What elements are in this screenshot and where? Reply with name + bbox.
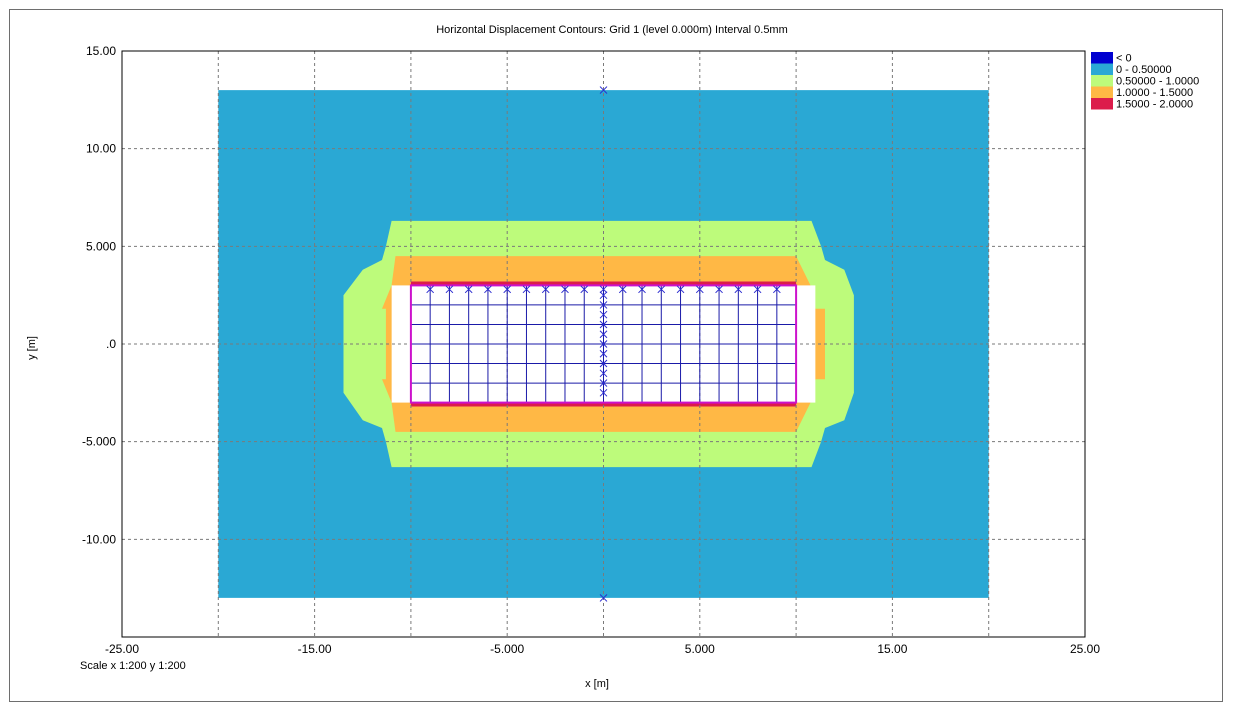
center-marker-5 bbox=[599, 340, 608, 348]
top-marker-17 bbox=[753, 285, 762, 294]
axes-box bbox=[121, 50, 1086, 638]
y-tick-label-2: 5.000 bbox=[86, 239, 116, 253]
x-tick-label-3: 5.000 bbox=[685, 642, 715, 656]
top-marker-1 bbox=[445, 285, 454, 294]
y-tick-label-5: -10.00 bbox=[82, 532, 116, 546]
axis-end-marker-1 bbox=[599, 594, 608, 602]
top-marker-7 bbox=[561, 285, 569, 294]
tick-labels: -25.00 -15.00 -5.000 5.000 15.00 25.00 15.00 10… bbox=[82, 44, 1100, 656]
legend-label-0: < 0 bbox=[1116, 53, 1132, 65]
y-tick-label-1: 10.00 bbox=[86, 142, 116, 156]
legend-label-4: 1.5000 - 2.0000 bbox=[1116, 99, 1193, 111]
wall bbox=[409, 284, 798, 404]
markers bbox=[426, 86, 781, 602]
top-marker-8 bbox=[580, 285, 589, 294]
x-axis-label: x [m] bbox=[585, 678, 609, 690]
contour-plot: Horizontal Displacement Contours: Grid 1… bbox=[26, 24, 1199, 690]
center-marker-7 bbox=[599, 320, 608, 329]
wall-outline bbox=[409, 284, 798, 404]
y-tick-label-4: -5.000 bbox=[82, 435, 116, 449]
top-marker-9 bbox=[599, 285, 608, 294]
scale-note: Scale x 1:200 y 1:200 bbox=[80, 660, 186, 672]
legend-swatch-2 bbox=[1091, 75, 1113, 87]
top-marker-12 bbox=[657, 285, 666, 294]
top-marker-11 bbox=[638, 285, 646, 294]
legend-label-2: 0.50000 - 1.0000 bbox=[1116, 76, 1199, 88]
top-marker-3 bbox=[484, 285, 492, 294]
legend-label-1: 0 - 0.50000 bbox=[1116, 64, 1172, 76]
top-marker-6 bbox=[541, 285, 550, 294]
y-tick-label-0: 15.00 bbox=[86, 44, 116, 58]
center-marker-10 bbox=[599, 291, 608, 300]
center-marker-3 bbox=[599, 359, 608, 368]
legend-label-3: 1.0000 - 1.5000 bbox=[1116, 87, 1193, 99]
legend-swatch-4 bbox=[1091, 98, 1113, 110]
top-marker-0 bbox=[426, 285, 435, 294]
top-marker-15 bbox=[715, 285, 723, 294]
top-marker-13 bbox=[676, 285, 685, 294]
top-marker-14 bbox=[695, 285, 704, 294]
center-marker-6 bbox=[599, 330, 608, 339]
top-marker-2 bbox=[464, 285, 473, 294]
axis-end-marker-0 bbox=[599, 86, 608, 94]
center-marker-8 bbox=[599, 310, 608, 319]
legend-swatch-3 bbox=[1091, 86, 1113, 98]
y-axis-label: y [m] bbox=[26, 336, 38, 360]
center-marker-0 bbox=[599, 388, 608, 397]
chart-frame: Horizontal Displacement Contours: Grid 1… bbox=[9, 9, 1223, 702]
chart-title: Horizontal Displacement Contours: Grid 1… bbox=[436, 24, 788, 36]
x-tick-label-1: -15.00 bbox=[298, 642, 332, 656]
top-marker-5 bbox=[522, 285, 531, 294]
top-marker-4 bbox=[503, 285, 512, 294]
top-marker-10 bbox=[618, 285, 627, 294]
top-marker-16 bbox=[734, 285, 743, 294]
center-marker-4 bbox=[599, 349, 608, 358]
legend-swatch-0 bbox=[1091, 52, 1113, 64]
center-marker-9 bbox=[599, 301, 608, 309]
center-marker-1 bbox=[599, 379, 608, 387]
x-tick-label-2: -5.000 bbox=[490, 642, 524, 656]
y-tick-label-3: .0 bbox=[106, 337, 116, 351]
axes bbox=[121, 50, 1086, 638]
center-marker-2 bbox=[599, 369, 608, 378]
x-tick-label-4: 15.00 bbox=[877, 642, 907, 656]
x-tick-label-5: 25.00 bbox=[1070, 642, 1100, 656]
legend-swatch-1 bbox=[1091, 63, 1113, 75]
x-tick-label-0: -25.00 bbox=[105, 642, 139, 656]
top-marker-18 bbox=[772, 285, 781, 294]
